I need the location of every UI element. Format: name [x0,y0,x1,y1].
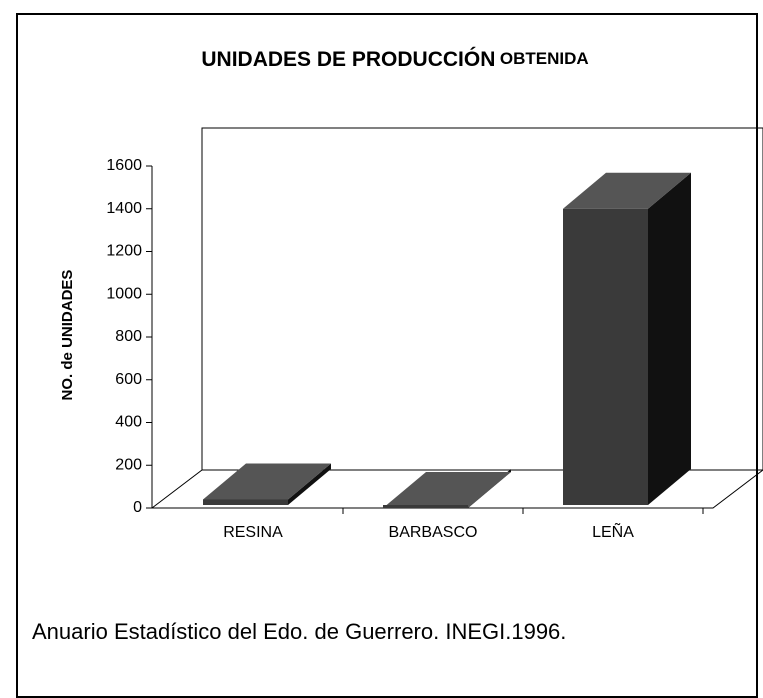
x-tick-label: LEÑA [592,521,634,541]
y-tick-label: 0 [133,499,142,516]
title-main: UNIDADES DE PRODUCCIÓN [201,47,495,71]
bar-side [288,463,331,505]
bar [383,505,468,508]
y-tick-label: 1600 [106,157,142,174]
bar [203,499,288,505]
bar [563,208,648,505]
x-tick-label: RESINA [223,524,283,541]
y-tick-label: 600 [115,371,142,388]
bar-side [648,172,691,505]
y-axis-label: NO. de UNIDADES [59,270,76,401]
y-tick-label: 1200 [106,243,142,260]
chart-title: UNIDADES DE PRODUCCIÓN OBTENIDA [201,47,588,71]
bar-top [203,463,331,500]
source-note: Anuario Estadístico del Edo. de Guerrero… [32,619,566,644]
y-tick-label: 1000 [106,285,142,302]
y-tick-label: 800 [115,328,142,345]
back-wall [201,127,763,471]
bar-top [383,472,511,508]
bar-top [563,172,691,209]
title-suffix: OBTENIDA [500,49,589,68]
y-tick-label: 1400 [106,200,142,217]
x-tick-label: BARBASCO [389,524,478,541]
y-tick-label: 400 [115,414,142,431]
y-tick-label: 200 [115,456,142,473]
